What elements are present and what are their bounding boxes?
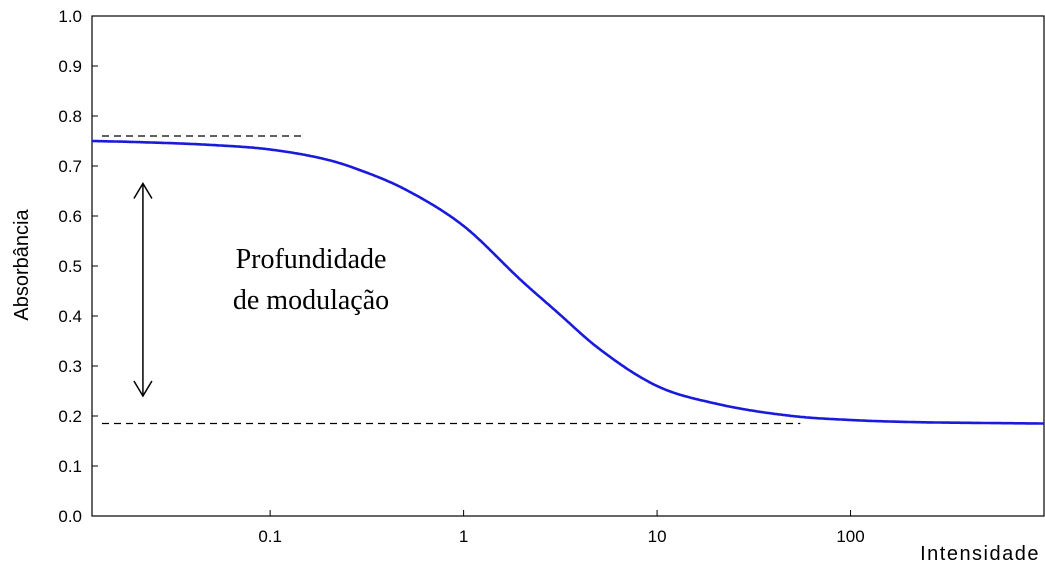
arrow-head-down <box>133 380 153 398</box>
series-line <box>92 139 1044 425</box>
y-axis: 0.0 0.1 0.2 0.3 0.4 0.5 0.6 0.7 0.8 0.9 1.0 <box>58 7 98 526</box>
y-axis-title: Absorbância <box>11 209 33 321</box>
y-tick-label: 0.8 <box>58 107 82 126</box>
x-axis: 0.1 1 10 100 <box>258 510 865 546</box>
modulation-arrow <box>133 182 153 398</box>
y-tick-label: 0.5 <box>58 257 82 276</box>
annotation-line-1: Profundidade <box>236 244 387 275</box>
y-tick-label: 0.2 <box>58 407 82 426</box>
y-tick-label: 0.3 <box>58 357 82 376</box>
x-tick-label: 0.1 <box>258 527 282 546</box>
series-layer <box>92 139 1044 425</box>
y-tick-label: 0.4 <box>58 307 82 326</box>
y-tick-label: 0.0 <box>58 507 82 526</box>
x-tick-label: 10 <box>648 527 667 546</box>
reference-lines <box>102 135 801 425</box>
annotation-line-2: de modulação <box>233 285 389 316</box>
y-tick-label: 0.1 <box>58 457 82 476</box>
y-tick-label: 0.9 <box>58 57 82 76</box>
x-axis-title: Intensidade <box>920 543 1040 565</box>
x-tick-label: 100 <box>836 527 864 546</box>
x-tick-label: 1 <box>459 527 468 546</box>
y-tick-label: 0.6 <box>58 207 82 226</box>
y-tick-label: 0.7 <box>58 157 82 176</box>
y-tick-label: 1.0 <box>58 7 82 26</box>
arrow-head-up <box>133 182 153 199</box>
